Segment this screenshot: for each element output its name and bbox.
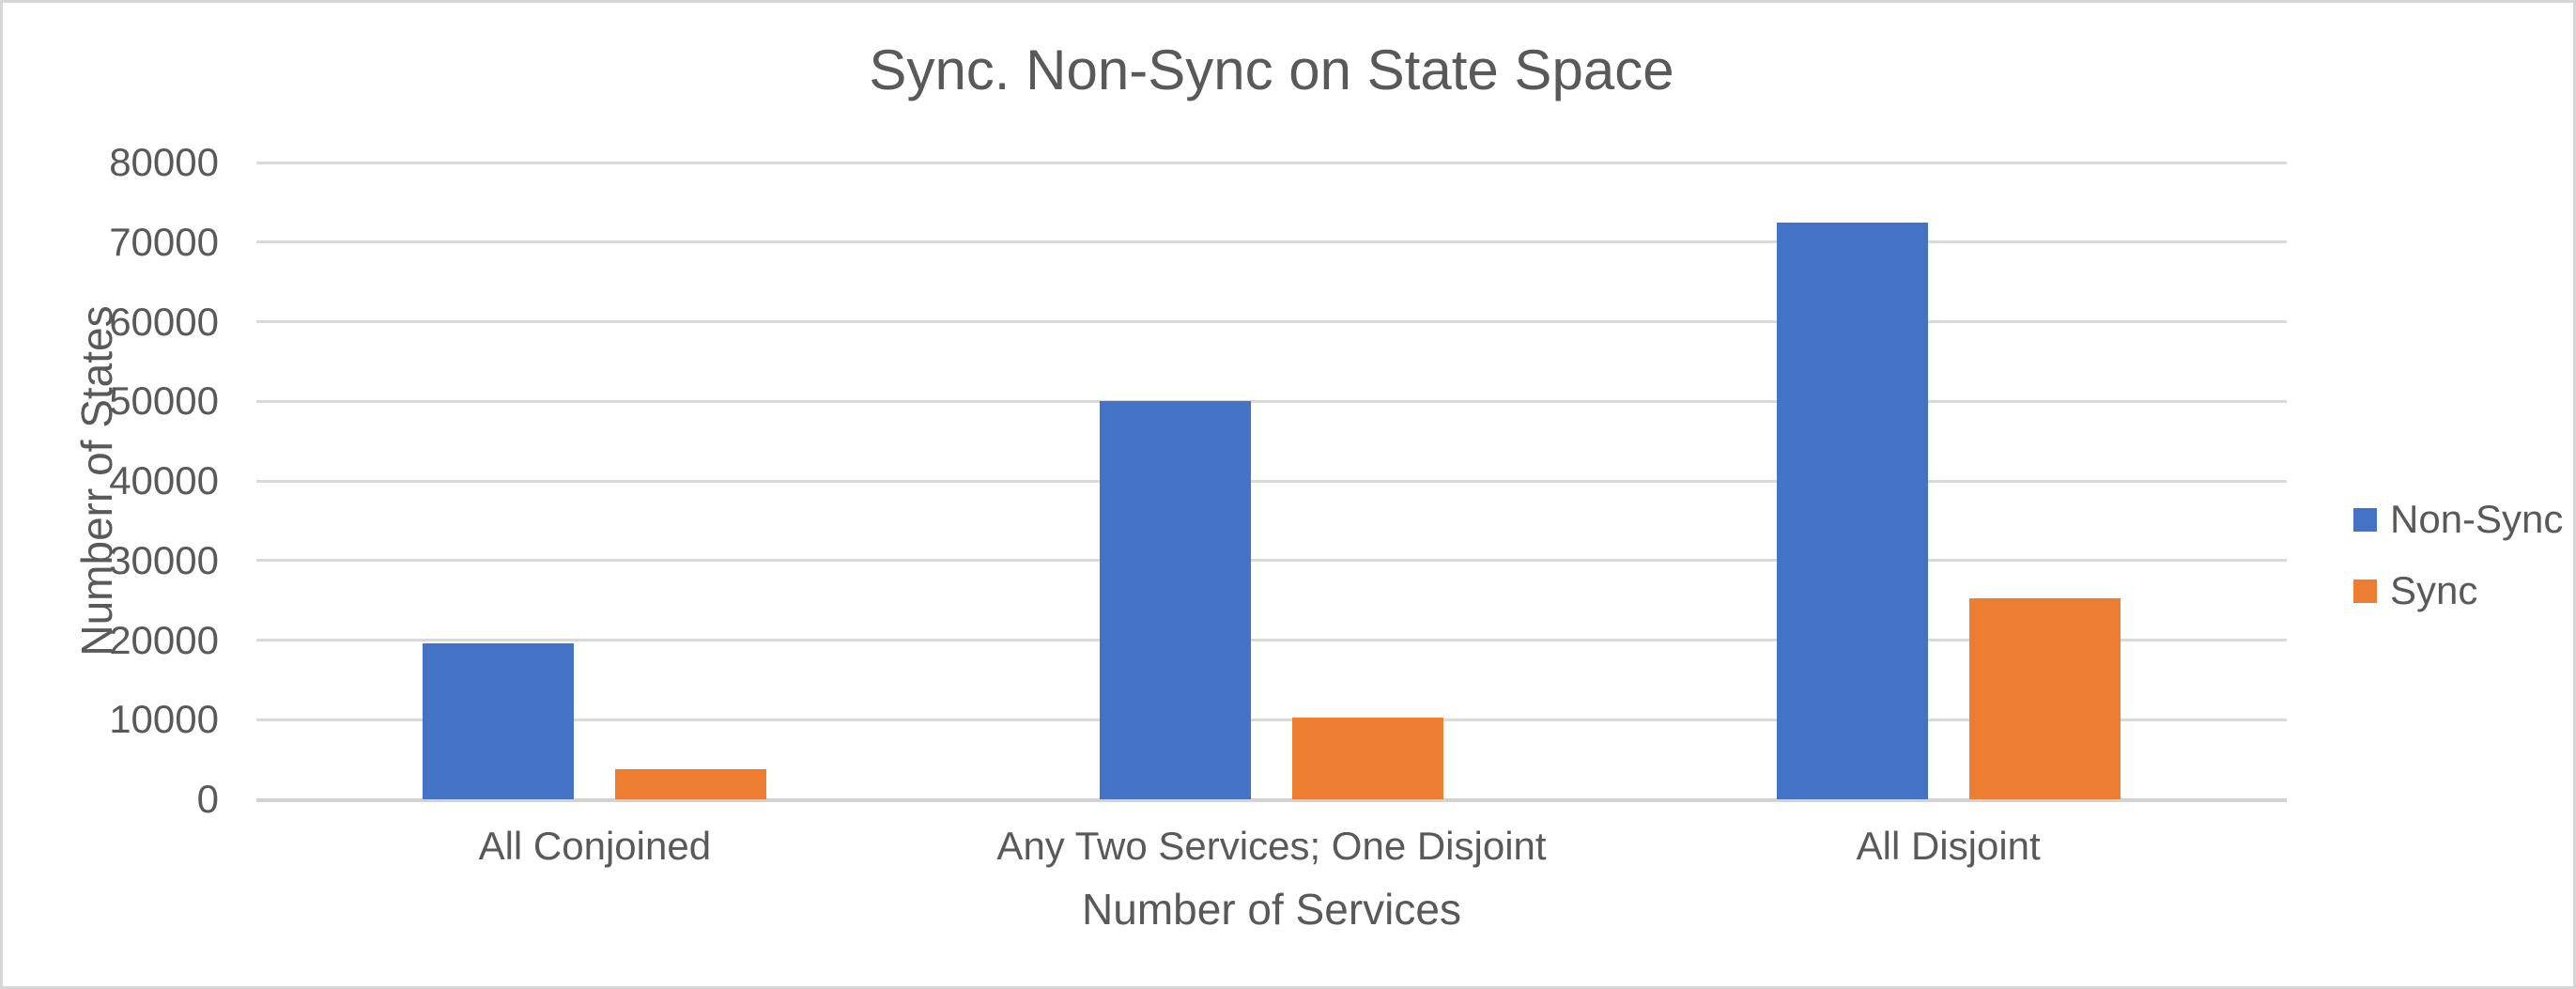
y-tick-label-50000: 50000: [109, 379, 219, 424]
gridline-80000: [256, 161, 2287, 164]
x-category-label: All Conjoined: [478, 824, 712, 868]
gridline-30000: [256, 559, 2287, 563]
bar-sync-2: [1292, 717, 1443, 799]
gridline-50000: [256, 399, 2287, 403]
y-tick-label-30000: 30000: [109, 537, 219, 582]
y-tick-label-60000: 60000: [109, 299, 219, 344]
bar-non-sync-3: [1776, 222, 1928, 799]
legend-label-sync: Sync: [2390, 568, 2478, 612]
bar-sync-3: [1968, 598, 2121, 799]
x-category-label: Any Two Services; One Disjoint: [996, 824, 1547, 868]
legend-swatch-sync-icon: [2353, 579, 2377, 603]
y-tick-label-20000: 20000: [109, 617, 219, 662]
bar-non-sync-2: [1100, 401, 1251, 799]
y-tick-label-40000: 40000: [109, 458, 219, 502]
bar-sync-1: [615, 768, 767, 799]
gridline-40000: [256, 479, 2287, 483]
y-tick-label-80000: 80000: [109, 140, 219, 184]
gridline-0: [256, 797, 2287, 802]
x-axis-title: Number of Services: [1082, 885, 1461, 934]
legend-item-sync: Sync: [2353, 569, 2477, 612]
legend-swatch-non-sync-icon: [2353, 507, 2377, 532]
gridline-10000: [256, 718, 2287, 721]
chart-title: Sync. Non-Sync on State Space: [869, 39, 1674, 101]
legend-item-non-sync: Non-Sync: [2353, 498, 2563, 541]
gridline-20000: [256, 639, 2287, 641]
bar-non-sync-1: [423, 642, 575, 799]
legend-label-non-sync: Non-Sync: [2390, 497, 2564, 541]
gridline-60000: [256, 320, 2287, 323]
y-tick-label-70000: 70000: [109, 219, 219, 264]
y-tick-label-10000: 10000: [109, 697, 219, 742]
gridline-70000: [256, 240, 2287, 244]
x-category-label: All Disjoint: [1856, 824, 2041, 868]
y-tick-label-0: 0: [196, 777, 219, 821]
